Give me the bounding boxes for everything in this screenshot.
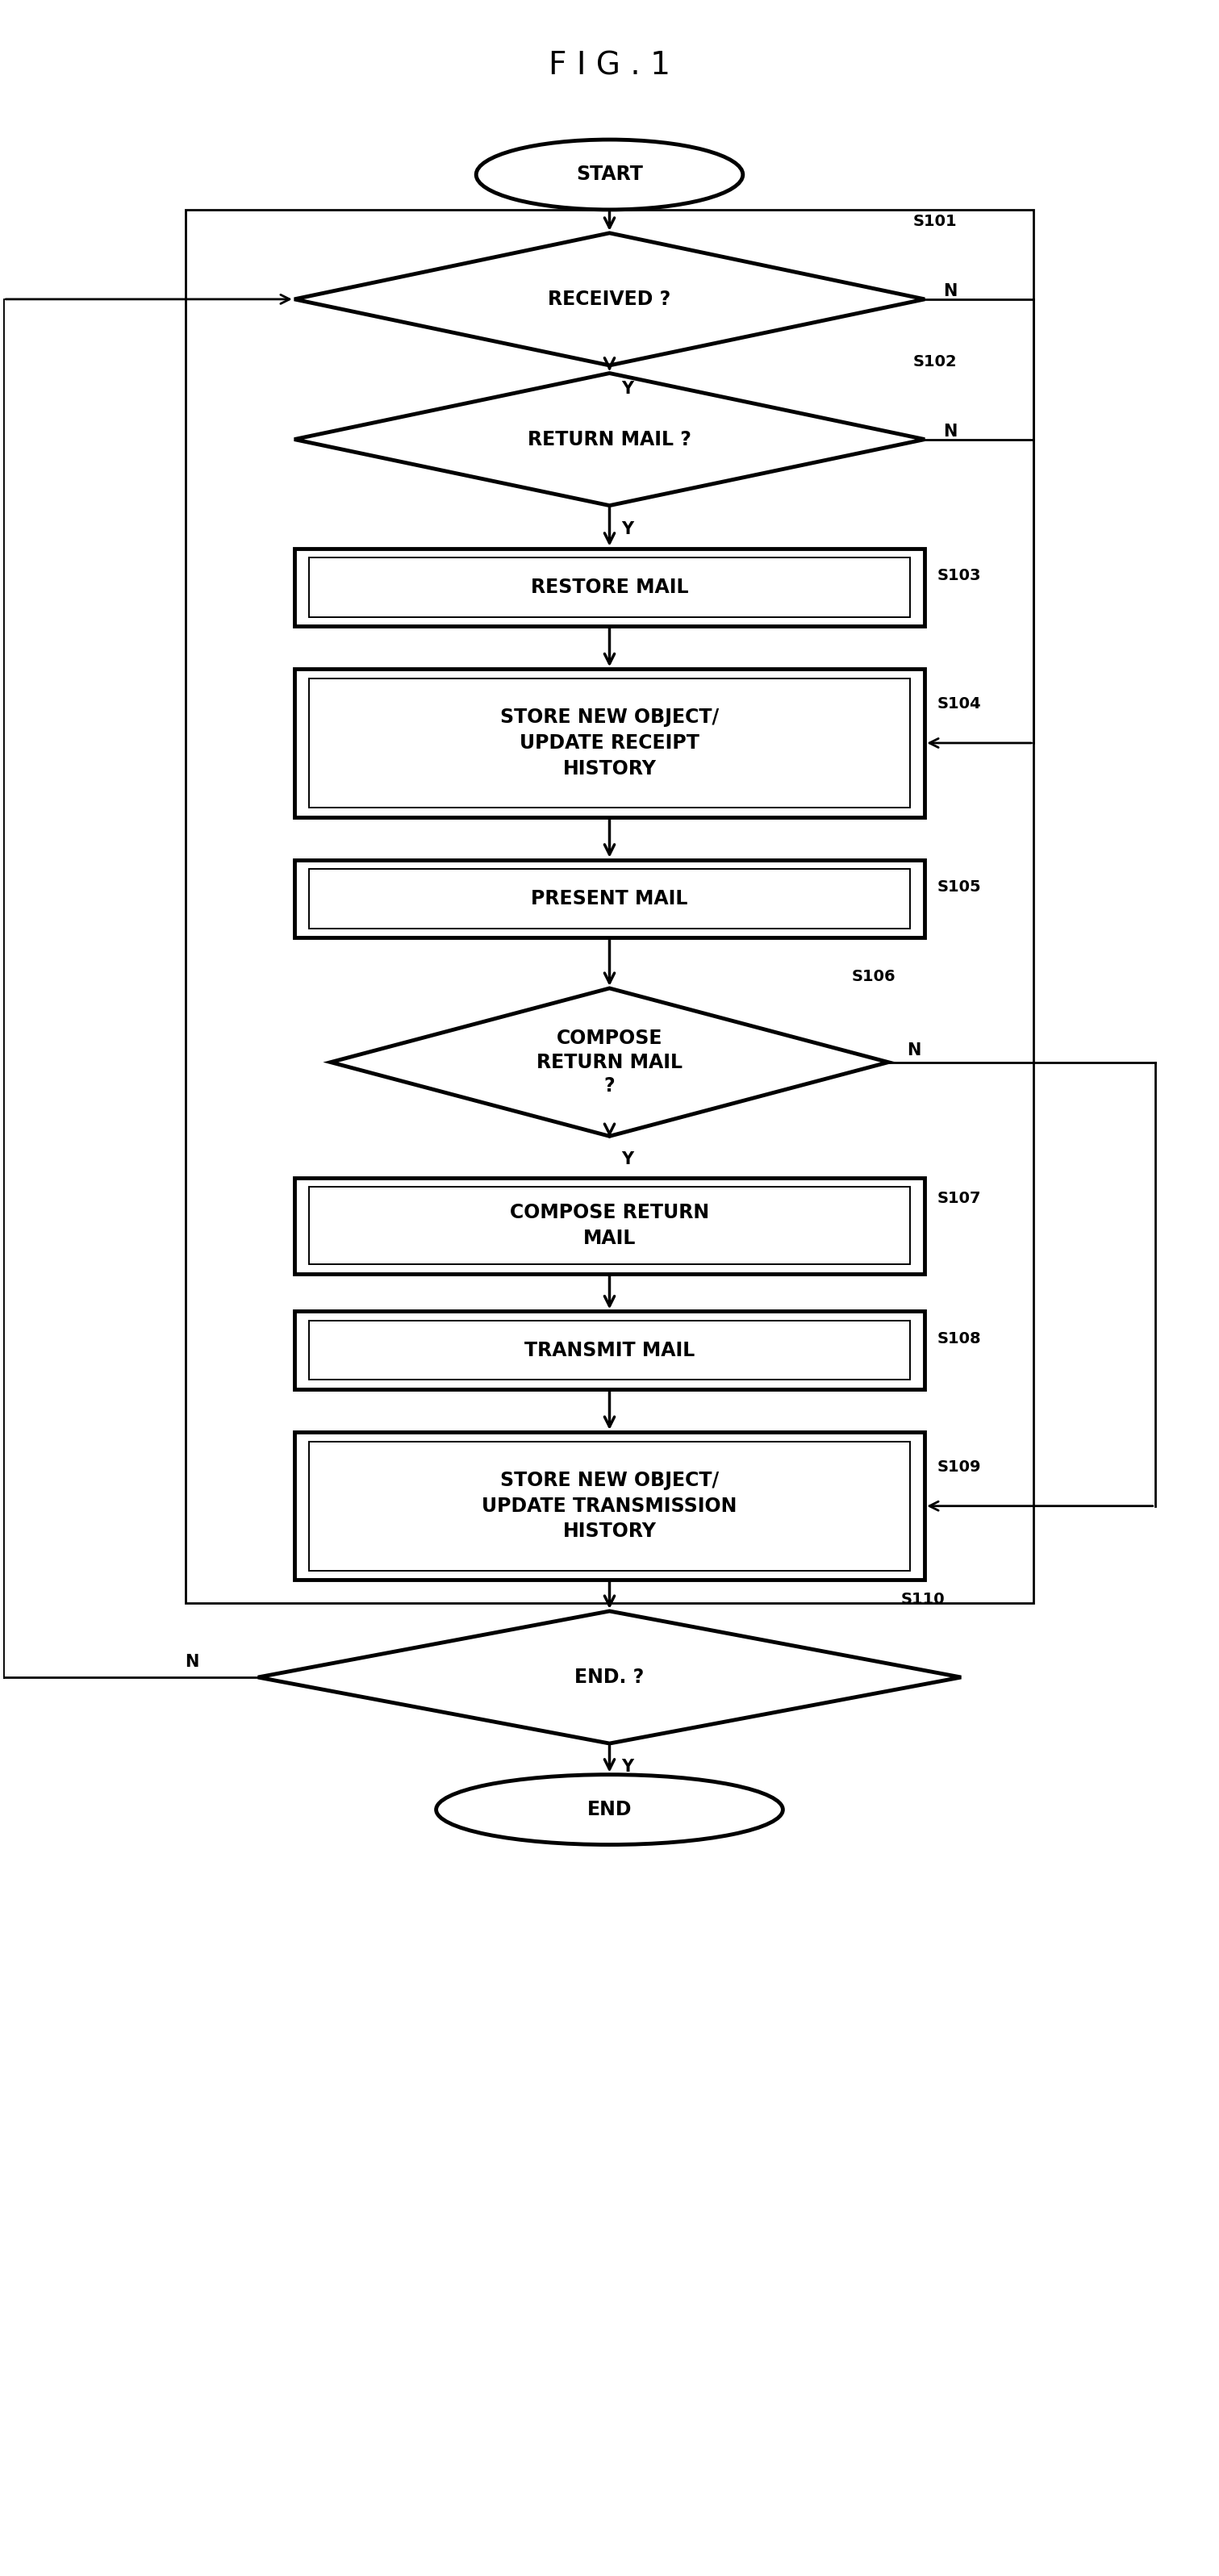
FancyBboxPatch shape (294, 1432, 925, 1579)
Text: COMPOSE
RETURN MAIL
?: COMPOSE RETURN MAIL ? (536, 1028, 683, 1095)
Text: START: START (577, 165, 642, 185)
FancyBboxPatch shape (294, 860, 925, 938)
Text: Y: Y (622, 1151, 634, 1167)
Polygon shape (294, 374, 925, 505)
Text: RECEIVED ?: RECEIVED ? (549, 289, 670, 309)
FancyBboxPatch shape (294, 549, 925, 626)
Text: STORE NEW OBJECT/
UPDATE RECEIPT
HISTORY: STORE NEW OBJECT/ UPDATE RECEIPT HISTORY (500, 708, 719, 778)
Text: END. ?: END. ? (574, 1667, 645, 1687)
Text: S108: S108 (937, 1332, 981, 1347)
Text: Y: Y (622, 1759, 634, 1775)
Text: S102: S102 (913, 353, 957, 368)
Polygon shape (330, 989, 889, 1136)
FancyBboxPatch shape (294, 1177, 925, 1273)
Text: S110: S110 (901, 1592, 945, 1607)
Text: RETURN MAIL ?: RETURN MAIL ? (528, 430, 691, 448)
Text: PRESENT MAIL: PRESENT MAIL (531, 889, 688, 909)
Text: STORE NEW OBJECT/
UPDATE TRANSMISSION
HISTORY: STORE NEW OBJECT/ UPDATE TRANSMISSION HI… (482, 1471, 737, 1540)
Ellipse shape (477, 139, 742, 209)
Text: Y: Y (622, 381, 634, 397)
Text: END: END (588, 1801, 631, 1819)
FancyBboxPatch shape (294, 1311, 925, 1388)
Text: S106: S106 (852, 969, 896, 984)
Text: S104: S104 (937, 696, 981, 711)
Polygon shape (294, 232, 925, 366)
Text: S101: S101 (913, 214, 957, 229)
Text: COMPOSE RETURN
MAIL: COMPOSE RETURN MAIL (510, 1203, 709, 1249)
Text: S109: S109 (937, 1461, 981, 1473)
Text: N: N (185, 1654, 199, 1669)
Text: S103: S103 (937, 567, 981, 582)
Text: N: N (942, 422, 957, 440)
Text: S107: S107 (937, 1190, 981, 1206)
Ellipse shape (436, 1775, 783, 1844)
Text: N: N (907, 1043, 920, 1059)
FancyBboxPatch shape (294, 670, 925, 817)
Polygon shape (258, 1610, 961, 1744)
Text: N: N (942, 283, 957, 299)
Text: TRANSMIT MAIL: TRANSMIT MAIL (524, 1340, 695, 1360)
Text: Y: Y (622, 520, 634, 536)
Text: F I G . 1: F I G . 1 (549, 52, 670, 80)
Text: RESTORE MAIL: RESTORE MAIL (530, 577, 689, 598)
Text: S105: S105 (937, 878, 981, 894)
